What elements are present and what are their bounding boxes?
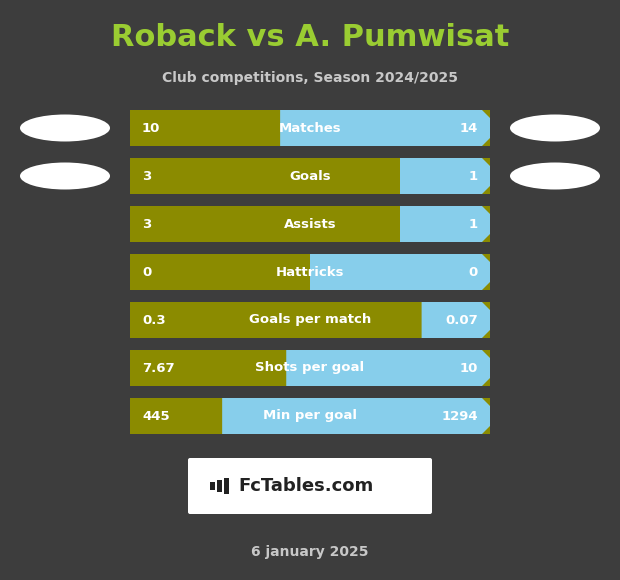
- FancyBboxPatch shape: [130, 350, 490, 386]
- Ellipse shape: [20, 114, 110, 142]
- Text: 1294: 1294: [441, 409, 478, 422]
- FancyBboxPatch shape: [130, 158, 490, 194]
- Polygon shape: [286, 350, 490, 386]
- Text: 3: 3: [142, 218, 151, 230]
- Text: Goals per match: Goals per match: [249, 314, 371, 327]
- Text: 1: 1: [469, 169, 478, 183]
- Text: 7.67: 7.67: [142, 361, 175, 375]
- FancyBboxPatch shape: [130, 206, 490, 242]
- Text: Roback vs A. Pumwisat: Roback vs A. Pumwisat: [111, 24, 509, 53]
- Ellipse shape: [510, 162, 600, 190]
- Polygon shape: [310, 254, 490, 290]
- Polygon shape: [222, 398, 490, 434]
- Text: Shots per goal: Shots per goal: [255, 361, 365, 375]
- Text: 14: 14: [459, 121, 478, 135]
- Text: Club competitions, Season 2024/2025: Club competitions, Season 2024/2025: [162, 71, 458, 85]
- Text: Min per goal: Min per goal: [263, 409, 357, 422]
- Text: 10: 10: [459, 361, 478, 375]
- FancyBboxPatch shape: [130, 398, 490, 434]
- FancyBboxPatch shape: [188, 458, 432, 514]
- FancyBboxPatch shape: [130, 254, 490, 290]
- Text: Assists: Assists: [284, 218, 336, 230]
- FancyBboxPatch shape: [130, 110, 490, 146]
- Text: FcTables.com: FcTables.com: [238, 477, 373, 495]
- Text: 1: 1: [469, 218, 478, 230]
- Bar: [217, 480, 222, 492]
- Text: Hattricks: Hattricks: [276, 266, 344, 278]
- Text: 0: 0: [469, 266, 478, 278]
- Ellipse shape: [510, 114, 600, 142]
- Text: 0.3: 0.3: [142, 314, 166, 327]
- Polygon shape: [280, 110, 490, 146]
- Ellipse shape: [20, 162, 110, 190]
- FancyBboxPatch shape: [130, 350, 490, 386]
- Bar: [210, 482, 215, 490]
- FancyBboxPatch shape: [130, 158, 490, 194]
- FancyBboxPatch shape: [130, 302, 490, 338]
- Polygon shape: [400, 158, 490, 194]
- Text: 3: 3: [142, 169, 151, 183]
- Text: 0.07: 0.07: [445, 314, 478, 327]
- FancyBboxPatch shape: [130, 206, 490, 242]
- Polygon shape: [400, 206, 490, 242]
- Text: 10: 10: [142, 121, 161, 135]
- Text: Goals: Goals: [289, 169, 331, 183]
- Text: Matches: Matches: [278, 121, 342, 135]
- Bar: [224, 478, 229, 494]
- FancyBboxPatch shape: [130, 254, 490, 290]
- FancyBboxPatch shape: [130, 110, 490, 146]
- Text: 0: 0: [142, 266, 151, 278]
- Text: 445: 445: [142, 409, 170, 422]
- Polygon shape: [422, 302, 490, 338]
- FancyBboxPatch shape: [130, 398, 490, 434]
- FancyBboxPatch shape: [130, 302, 490, 338]
- Text: 6 january 2025: 6 january 2025: [251, 545, 369, 559]
